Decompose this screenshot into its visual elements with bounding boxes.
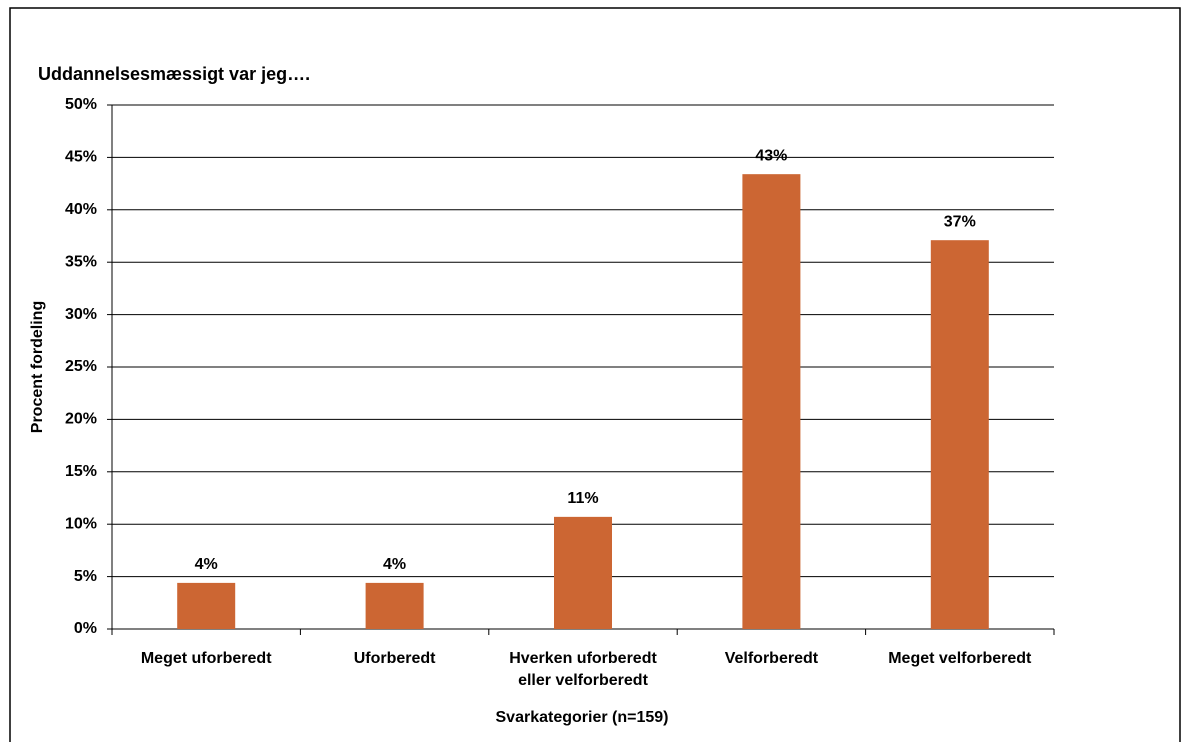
bar: [177, 582, 236, 629]
x-tick-label: Meget velforberedt: [888, 650, 1032, 667]
y-tick-label: 50%: [65, 96, 97, 113]
y-tick-label: 35%: [65, 253, 97, 270]
data-label: 4%: [195, 556, 218, 573]
bar: [365, 582, 424, 629]
y-axis-title: Procent fordeling: [29, 301, 46, 433]
x-axis-title: Svarkategorier (n=159): [496, 709, 669, 726]
chart-title: Uddannelsesmæssigt var jeg….: [38, 64, 310, 84]
bar: [742, 174, 801, 629]
y-tick-label: 45%: [65, 149, 97, 166]
y-tick-label: 40%: [65, 201, 97, 218]
data-label: 37%: [944, 213, 976, 230]
x-tick-label: Velforberedt: [724, 650, 819, 667]
y-tick-label: 25%: [65, 358, 97, 375]
x-tick-label: Uforberedt: [353, 650, 436, 667]
y-tick-label: 30%: [65, 306, 97, 323]
bar: [930, 240, 989, 629]
y-tick-label: 5%: [74, 568, 97, 585]
y-tick-label: 10%: [65, 515, 97, 532]
x-tick-label: Meget uforberedt: [140, 650, 272, 667]
x-tick-label: Hverken uforberedt eller velforberedt: [509, 650, 657, 689]
data-label: 11%: [567, 490, 598, 507]
data-label: 4%: [383, 556, 406, 573]
frame: [9, 7, 1181, 742]
y-tick-label: 20%: [65, 411, 97, 428]
bar: [554, 516, 612, 629]
y-tick-label: 0%: [74, 620, 97, 637]
data-label: 43%: [755, 147, 787, 164]
y-tick-label: 15%: [65, 463, 97, 480]
